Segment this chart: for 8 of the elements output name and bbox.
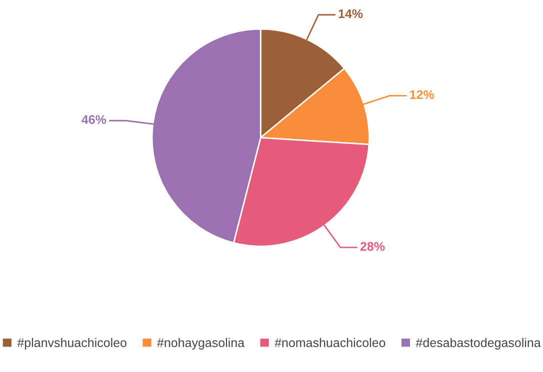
data-label: 46%: [82, 115, 106, 124]
legend-label: #nohaygasolina: [157, 338, 245, 350]
legend-label: #planvshuachicoleo: [17, 338, 126, 350]
data-label: 12%: [410, 90, 434, 100]
data-label: 28%: [360, 242, 385, 251]
legend-label: #nomashuachicoleo: [274, 338, 386, 348]
data-label: 14%: [338, 9, 363, 18]
legend-label: #desabastodegasolina: [416, 338, 541, 350]
